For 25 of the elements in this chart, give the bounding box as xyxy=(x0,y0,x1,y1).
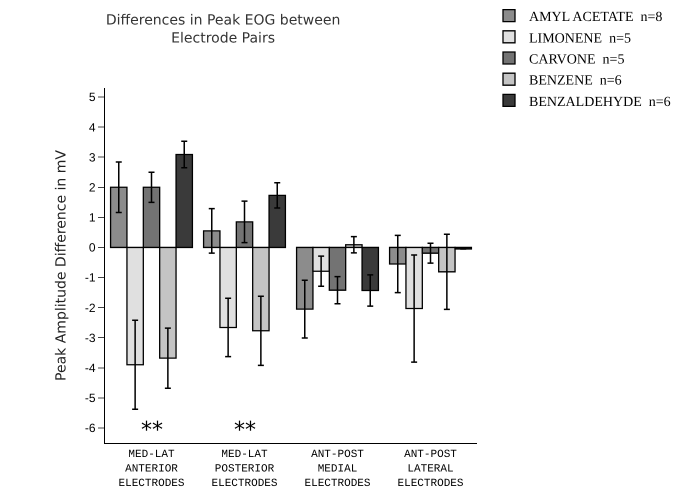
y-tick-label: -4 xyxy=(84,360,96,375)
annotation: ** xyxy=(141,418,163,443)
chart-title: Differences in Peak EOG between Electrode Pairs xyxy=(106,12,340,47)
y-tick-label: -2 xyxy=(84,300,96,315)
x-tick-label: ANT-POST MEDIAL ELECTRODES xyxy=(304,449,371,490)
y-tick-label: 1 xyxy=(88,210,96,225)
legend-label: AMYL ACETATE n=8 xyxy=(529,10,662,26)
y-tick-label: 4 xyxy=(88,120,96,134)
legend-label: CARVONE n=5 xyxy=(529,52,624,68)
y-tick-label: 2 xyxy=(88,180,96,194)
y-tick-label: 0 xyxy=(88,240,96,255)
legend-label: BENZENE n=6 xyxy=(529,74,622,89)
x-tick-label: MED-LAT ANTERIOR ELECTRODES xyxy=(118,449,185,490)
annotation: ** xyxy=(234,418,256,443)
legend-label: LIMONENE n=5 xyxy=(529,31,631,46)
y-tick-label: 3 xyxy=(88,150,96,164)
y-tick-label: -3 xyxy=(84,330,96,345)
y-tick-label: 5 xyxy=(88,90,96,104)
y-tick-label: -6 xyxy=(84,421,96,436)
y-tick-label: -5 xyxy=(84,391,96,406)
legend-label: BENZALDEHYDE n=6 xyxy=(529,94,671,110)
y-tick-label: -1 xyxy=(84,270,96,285)
y-axis-title: Peak Amplitude Difference in mV xyxy=(54,150,70,381)
x-tick-label: MED-LAT POSTERIOR ELECTRODES xyxy=(211,449,278,490)
x-tick-label: ANT-POST LATERAL ELECTRODES xyxy=(397,449,464,490)
